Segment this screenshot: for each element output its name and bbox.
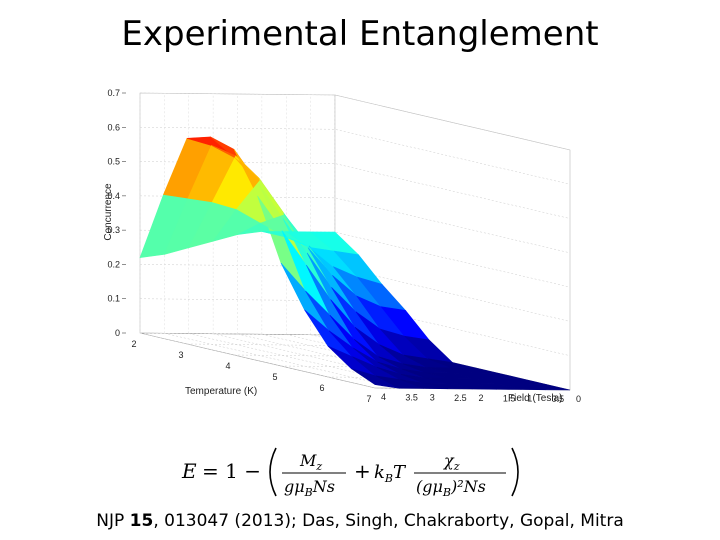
field-tick-label: 0 xyxy=(576,394,581,404)
term2-den: (gμB)²Ns xyxy=(416,477,486,499)
term1-den: gμBNs xyxy=(284,477,335,499)
field-gridline xyxy=(139,332,376,389)
term2-num: χz xyxy=(443,451,460,473)
field-tick-label: 3 xyxy=(430,393,435,403)
field-gridline xyxy=(164,333,400,389)
field-tick-label: 0.5 xyxy=(552,394,565,404)
field-tick-label: 4 xyxy=(381,392,386,402)
formula-coef: kBT xyxy=(374,462,407,485)
z-tick-label: 0.1 xyxy=(107,294,120,304)
temperature-tick-label: 2 xyxy=(131,339,136,349)
temperature-tick-label: 6 xyxy=(319,383,324,393)
surface-patch xyxy=(522,383,571,391)
entanglement-formula: E = 1 − Mz gμBNs + kBT χz (gμB)²Ns xyxy=(176,440,536,504)
field-tick-label: 3.5 xyxy=(405,392,418,402)
z-tick-label: 0.7 xyxy=(107,88,120,98)
formula-plus: + xyxy=(354,459,371,483)
citation: NJP 15, 013047 (2013); Das, Singh, Chakr… xyxy=(96,511,624,531)
z-tick-label: 0 xyxy=(115,328,120,338)
surface xyxy=(139,136,571,391)
right-paren xyxy=(511,447,519,497)
z-tick-label: 0.6 xyxy=(107,122,120,132)
slide-title: Experimental Entanglement xyxy=(121,14,599,54)
temperature-tick-label: 7 xyxy=(366,394,371,404)
field-tick-label: 2 xyxy=(479,393,484,403)
temperature-tick-label: 4 xyxy=(225,361,230,371)
z-axis-label: Concurrence xyxy=(103,183,114,241)
z-tick-label: 0.5 xyxy=(107,157,120,167)
z-gridline xyxy=(139,127,571,185)
field-tick-label: 2.5 xyxy=(454,393,467,403)
term1-num: Mz xyxy=(299,451,322,473)
left-paren xyxy=(269,447,277,497)
z-gridline xyxy=(139,92,571,151)
z-gridline xyxy=(139,264,571,322)
formula-equals: = 1 − xyxy=(202,459,261,483)
x-axis-label: Temperature (K) xyxy=(185,386,257,397)
temperature-tick-label: 5 xyxy=(272,372,277,382)
y-axis-label: Field (Tesla) xyxy=(508,393,562,404)
field-tick-label: 1 xyxy=(527,394,532,404)
formula-lhs: E xyxy=(181,459,197,483)
z-gridline xyxy=(139,298,571,356)
z-tick-label: 0.3 xyxy=(107,225,120,235)
temperature-tick-label: 3 xyxy=(178,350,183,360)
z-tick-label: 0.2 xyxy=(107,259,120,269)
z-tick-label: 0.4 xyxy=(107,191,120,201)
formula-svg: E = 1 − Mz gμBNs + kBT χz (gμB)²Ns xyxy=(181,447,519,499)
field-tick-label: 1.5 xyxy=(503,393,516,403)
